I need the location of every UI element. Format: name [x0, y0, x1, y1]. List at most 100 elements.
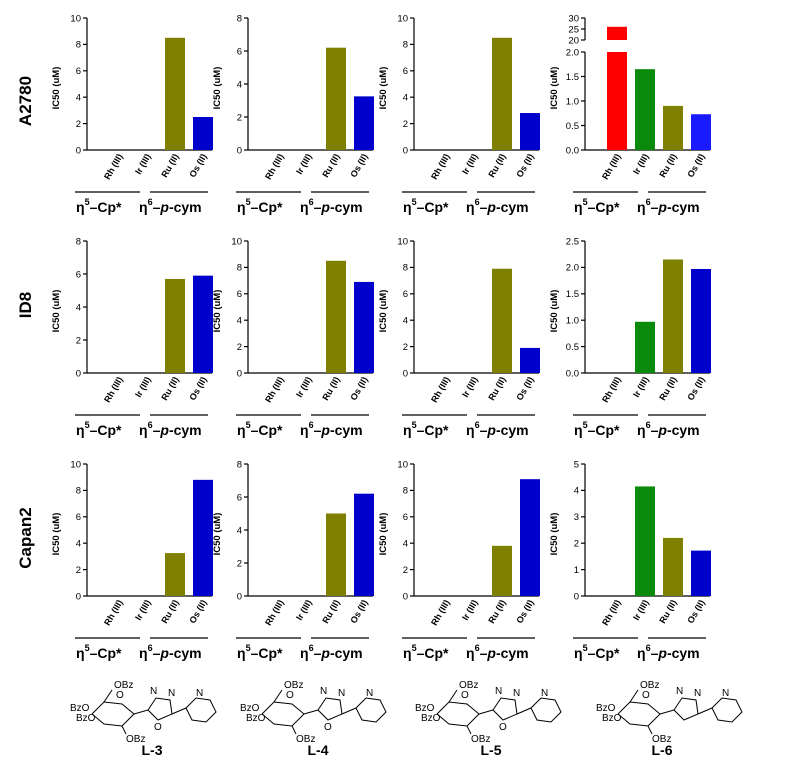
y-tick-label: 0 — [76, 145, 81, 156]
x-tick-label-ru-ii: Ru (II) — [486, 598, 507, 625]
five-ring — [317, 697, 343, 721]
group-label-cp-eta: η — [574, 645, 583, 661]
sugar-ring — [617, 701, 661, 727]
row-label-capan2: Capan2 — [16, 507, 35, 568]
group-label-cp: η5–Cp* — [237, 197, 283, 215]
y-tick-label: 30 — [568, 13, 579, 24]
y-tick-label: 6 — [76, 269, 81, 280]
ring-o-label: O — [499, 722, 507, 733]
y-tick-label: 4 — [574, 486, 579, 497]
y-tick-label: 2 — [403, 565, 408, 576]
group-label-cym-rest: -cym — [330, 199, 363, 215]
group-label-cp-rest: –Cp* — [588, 645, 620, 661]
ring-oxygen-label: O — [461, 690, 469, 701]
x-tick-label-ru-ii: Ru (II) — [486, 152, 507, 179]
x-tick-label-rh-iii: Rh (III) — [429, 598, 452, 627]
group-label-cym-eta: η — [637, 645, 646, 661]
pyridine-n-label: N — [541, 688, 548, 699]
y-tick-label: 0.0 — [566, 145, 579, 156]
ring-n-label: N — [495, 686, 502, 697]
y-tick-label: 2 — [237, 112, 242, 123]
group-label-cym-eta: η — [300, 199, 309, 215]
y-tick-label: 4 — [76, 93, 81, 104]
bar-ru-ii — [326, 513, 346, 596]
y-tick-label: 4 — [76, 302, 81, 313]
bzo-label-2: BzO — [421, 713, 441, 724]
y-tick-label: 8 — [237, 13, 242, 24]
y-tick-label: 2.0 — [566, 47, 579, 58]
x-tick-label-rh-iii: Rh (III) — [263, 152, 286, 181]
x-tick-label-ir-iii: Ir (III) — [631, 375, 651, 399]
y-tick-label: 0 — [403, 145, 408, 156]
y-tick-label: 10 — [397, 236, 408, 247]
y-tick-label: 8 — [76, 486, 81, 497]
group-label-cym-dash: – — [480, 199, 488, 215]
ring-n-label-2: N — [338, 688, 345, 699]
group-label-cp-rest: –Cp* — [417, 199, 449, 215]
group-label-cym: η6–p-cym — [139, 643, 202, 661]
bzo-label: BzO — [70, 703, 90, 714]
bar-ru-ii — [165, 553, 185, 596]
c2-bond — [647, 725, 653, 735]
five-ring — [673, 697, 699, 721]
group-label-cym-eta: η — [300, 422, 309, 438]
y-tick-label: 4 — [237, 316, 242, 327]
x-tick-label-rh-iii: Rh (III) — [102, 598, 125, 627]
group-label-cym-eta: η — [637, 422, 646, 438]
y-axis-label: IC50 (uM) — [212, 513, 223, 556]
group-label-cym-dash: – — [480, 645, 488, 661]
chart-capan2-l-6: 0 1 2 3 4 5 IC50 (uM) Rh (III) Ir (III) Ru (II) Os… — [549, 459, 711, 661]
group-label-cp-sup: 5 — [246, 420, 251, 430]
glycosidic-bond — [133, 709, 149, 715]
obz-label: OBz — [114, 680, 133, 691]
group-label-cp-sup: 5 — [85, 643, 90, 653]
pyridine-ring — [530, 697, 562, 723]
x-tick-label-os-ii: Os (II) — [685, 375, 706, 402]
group-label-cym: η6–p-cym — [637, 643, 700, 661]
y-axis-label: IC50 (uM) — [378, 513, 389, 556]
x-tick-label-ir-iii: Ir (III) — [294, 152, 314, 176]
group-label-cym-eta: η — [139, 199, 148, 215]
x-tick-label-ir-iii: Ir (III) — [460, 375, 480, 399]
y-tick-label: 5 — [574, 459, 579, 470]
y-tick-label: 0 — [403, 591, 408, 602]
group-label-cp-eta: η — [237, 645, 246, 661]
group-label-cp: η5–Cp* — [403, 420, 449, 438]
bzo-label: BzO — [240, 703, 260, 714]
group-label-cym-eta: η — [637, 199, 646, 215]
group-label-cp: η5–Cp* — [403, 197, 449, 215]
y-tick-label: 6 — [237, 492, 242, 503]
y-tick-label: 4 — [403, 539, 408, 550]
y-tick-label: 10 — [397, 13, 408, 24]
y-tick-label: 6 — [76, 66, 81, 77]
ring-o-label: O — [324, 722, 332, 733]
group-label-cym-sup: 6 — [646, 197, 651, 207]
x-tick-label-ir-iii: Ir (III) — [133, 375, 153, 399]
x-tick-label-os-ii: Os (II) — [348, 598, 369, 625]
chart-id8-l-4: 0 2 4 6 8 10 IC50 (uM) Rh (III) Ir (III) Ru (II) O… — [212, 236, 374, 438]
group-label-cym: η6–p-cym — [466, 643, 529, 661]
x-tick-label-ir-iii: Ir (III) — [631, 598, 651, 622]
y-tick-label: 6 — [403, 66, 408, 77]
group-label-cp-rest: –Cp* — [251, 422, 283, 438]
group-label-cp-sup: 5 — [246, 643, 251, 653]
bzo-label-2: BzO — [602, 713, 622, 724]
group-label-cp-rest: –Cp* — [251, 645, 283, 661]
group-label-cym-rest: -cym — [330, 645, 363, 661]
ligand-label-l-4: L-4 — [308, 742, 329, 758]
chart-a2780-l-5: 0 2 4 6 8 10 IC50 (uM) Rh (III) Ir (III) Ru (II) O… — [378, 13, 540, 215]
glycosidic-bond — [303, 709, 319, 715]
ring-oxygen-label: O — [642, 690, 650, 701]
bar-ru-ii — [492, 37, 512, 150]
y-tick-label: 4 — [76, 539, 81, 550]
y-tick-label: 0 — [403, 368, 408, 379]
group-label-cp: η5–Cp* — [76, 643, 122, 661]
group-label-cym-rest: -cym — [330, 422, 363, 438]
group-label-cp-eta: η — [76, 645, 85, 661]
bar-os-ii — [193, 275, 213, 373]
bar-ru-ii — [663, 105, 683, 150]
bar-os-ii — [354, 281, 374, 373]
